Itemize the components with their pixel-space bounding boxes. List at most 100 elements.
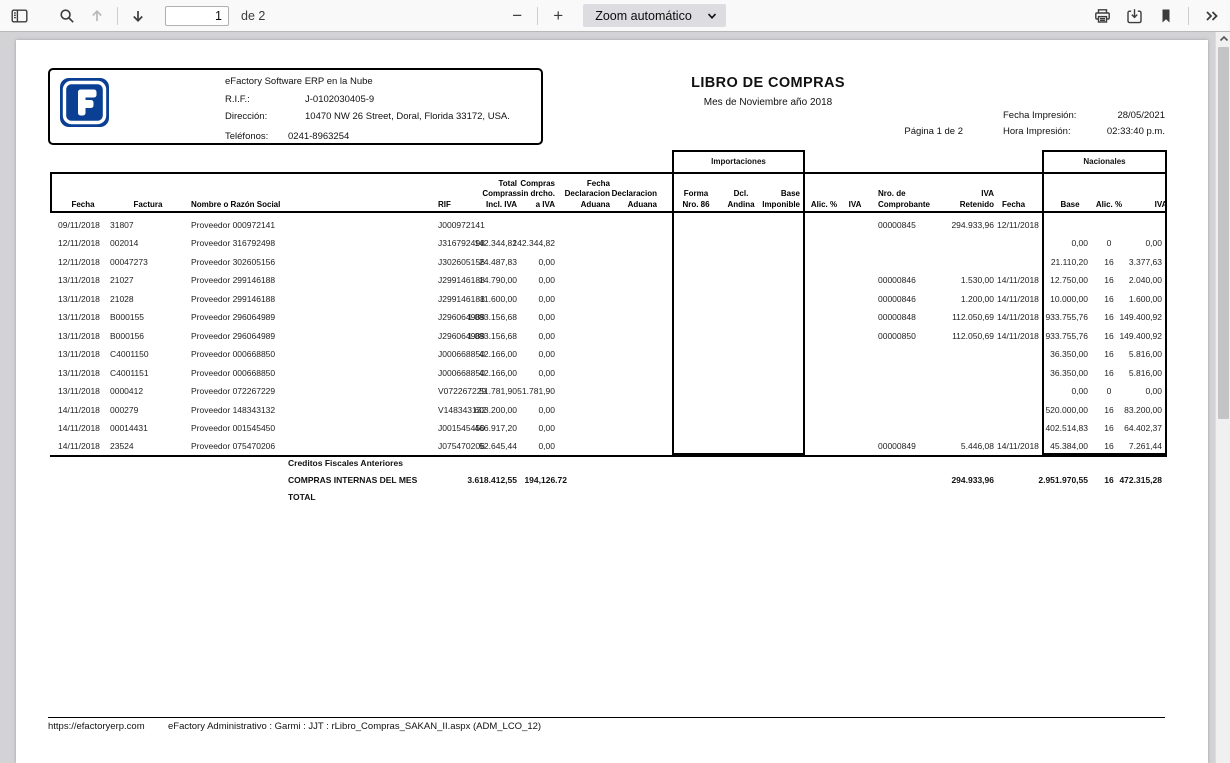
scrollbar-thumb[interactable]	[1218, 47, 1229, 419]
table-cell: 112.050,69	[952, 312, 994, 323]
table-cell: 16	[1104, 367, 1114, 378]
table-cell: 14/11/2018	[997, 293, 1039, 304]
pdf-page: eFactory Software ERP en la Nube R.I.F.:…	[16, 40, 1208, 763]
find-button[interactable]	[54, 3, 80, 29]
toolbar-divider	[1188, 6, 1189, 25]
footer-rule	[48, 717, 1165, 718]
table-cell: 16	[1104, 349, 1114, 360]
zoom-out-button[interactable]: −	[504, 3, 530, 29]
table-cell: 13/11/2018	[58, 275, 100, 286]
table-cell: 0,00	[538, 256, 555, 267]
total-base-nacional: 2.951.970,55	[1038, 475, 1088, 485]
table-cell: 52.645,44	[479, 441, 517, 452]
importaciones-group-label: Importaciones	[711, 157, 766, 166]
print-time-label: Hora Impresión:	[1003, 126, 1071, 137]
table-cell: 2.040,00	[1128, 275, 1162, 286]
company-name: eFactory Software ERP en la Nube	[225, 76, 373, 87]
table-cell: V072267229	[438, 386, 487, 397]
search-icon	[60, 8, 74, 23]
table-cell: 83.200,00	[1124, 404, 1162, 415]
current-view-bookmark-button[interactable]	[1153, 3, 1179, 29]
col-header-dcl-andina: Dcl. Andina	[727, 189, 755, 209]
table-row: 13/11/2018 C4001151 Proveedor 000668850 J00…	[58, 364, 1165, 382]
table-cell: 1.083.156,68	[467, 312, 517, 323]
table-cell: 0,00	[538, 349, 555, 360]
page-count-label: de 2	[241, 8, 266, 23]
table-cell: 09/11/2018	[58, 220, 100, 230]
table-row: 14/11/2018 23524 Proveedor 075470206 J07547…	[58, 437, 1165, 455]
table-row: 09/11/2018 31807 Proveedor 000972141 J00097…	[58, 216, 1165, 234]
double-chevron-right-icon	[1205, 10, 1218, 21]
page-number-input[interactable]	[165, 5, 229, 26]
table-cell: Proveedor 000668850	[191, 367, 276, 378]
footer-report-info: eFactory Administrativo : Garmi : JJT : …	[168, 721, 542, 732]
table-cell: 24.487,83	[479, 256, 517, 267]
zoom-level-label: Zoom automático	[595, 8, 692, 23]
table-cell: J000668850	[438, 367, 485, 378]
table-header-box	[50, 172, 1167, 213]
next-page-button[interactable]	[125, 3, 151, 29]
table-cell: 16	[1104, 330, 1114, 341]
table-cell: Proveedor 075470206	[191, 441, 276, 452]
table-header-row: Fecha Factura Nombre o Razón Social RIF …	[58, 172, 1167, 213]
table-cell: 520.000,00	[1045, 404, 1088, 415]
chevron-down-icon	[707, 12, 716, 19]
table-cell: 0	[1106, 386, 1112, 397]
table-cell: 1.530,00	[960, 275, 994, 286]
table-cell: 0,00	[1145, 238, 1162, 249]
table-row: 12/11/2018 00047273 Proveedor 302605156 J30…	[58, 253, 1165, 271]
previous-page-button[interactable]	[84, 3, 110, 29]
table-cell: 21.110,20	[1050, 256, 1088, 267]
vertical-scrollbar[interactable]	[1215, 32, 1230, 763]
zoom-level-select[interactable]: Zoom automático	[583, 4, 726, 27]
table-row: 14/11/2018 000279 Proveedor 148343132 V1483…	[58, 401, 1165, 419]
table-cell: 14/11/2018	[58, 422, 100, 433]
table-cell: Proveedor 299146188	[191, 275, 276, 286]
table-row: 13/11/2018 21027 Proveedor 299146188 J29914…	[58, 271, 1165, 289]
totals-row-compras-internas: COMPRAS INTERNAS DEL MES 3.618.412,55 19…	[58, 474, 1165, 486]
download-button[interactable]	[1121, 3, 1147, 29]
toolbar-divider	[537, 6, 539, 25]
table-cell: 00000846	[878, 293, 916, 304]
table-cell: 14/11/2018	[997, 275, 1039, 286]
table-cell: 1.600,00	[1128, 293, 1162, 304]
table-cell: 5.816,00	[1128, 367, 1162, 378]
table-cell: 5.446,08	[960, 441, 994, 452]
table-cell: 13/11/2018	[58, 349, 100, 360]
table-bottom-rule	[50, 455, 1167, 457]
table-cell: Proveedor 000668850	[191, 349, 276, 360]
bookmark-icon	[1162, 9, 1170, 22]
table-cell: 142.344,82	[512, 238, 555, 249]
scroll-up-button[interactable]	[1216, 32, 1230, 46]
table-cell: 0,00	[538, 293, 555, 304]
col-header-iva-importaciones: IVA	[848, 199, 862, 209]
tools-menu-button[interactable]	[1198, 3, 1224, 29]
table-row: 13/11/2018 21028 Proveedor 299146188 J29914…	[58, 290, 1165, 308]
zoom-in-button[interactable]: +	[545, 3, 571, 29]
table-cell: 0,00	[538, 312, 555, 323]
table-cell: 603.200,00	[474, 404, 517, 415]
arrow-down-icon	[133, 10, 143, 22]
col-header-declaracion-aduana: Declaracion Aduana	[611, 189, 657, 209]
total-iva-retenido: 294.933,96	[951, 475, 994, 485]
table-cell: J000668850	[438, 349, 485, 360]
table-cell: 23524	[110, 441, 134, 452]
table-cell: 00047273	[110, 256, 148, 267]
table-cell: 00000848	[878, 312, 916, 323]
print-icon	[1094, 8, 1110, 23]
totals-row-total: TOTAL	[58, 491, 1165, 503]
table-cell: 402.514,83	[1045, 422, 1088, 433]
footer-url: https://efactoryerp.com	[48, 721, 145, 732]
page-indicator: Página 1 de 2	[904, 126, 963, 137]
table-cell: Proveedor 296064989	[191, 330, 276, 341]
rif-value: J-0102030405-9	[305, 94, 375, 105]
table-cell: 13/11/2018	[58, 293, 100, 304]
table-cell: C4001151	[110, 367, 149, 378]
table-cell: 64.402,37	[1124, 422, 1162, 433]
sidebar-toggle-button[interactable]	[6, 3, 32, 29]
print-button[interactable]	[1089, 3, 1115, 29]
table-cell: Proveedor 148343132	[191, 404, 276, 415]
table-cell: 112.050,69	[952, 330, 994, 341]
col-header-forma-86: Forma Nro. 86	[682, 189, 710, 209]
table-cell: 42.166,00	[479, 367, 517, 378]
